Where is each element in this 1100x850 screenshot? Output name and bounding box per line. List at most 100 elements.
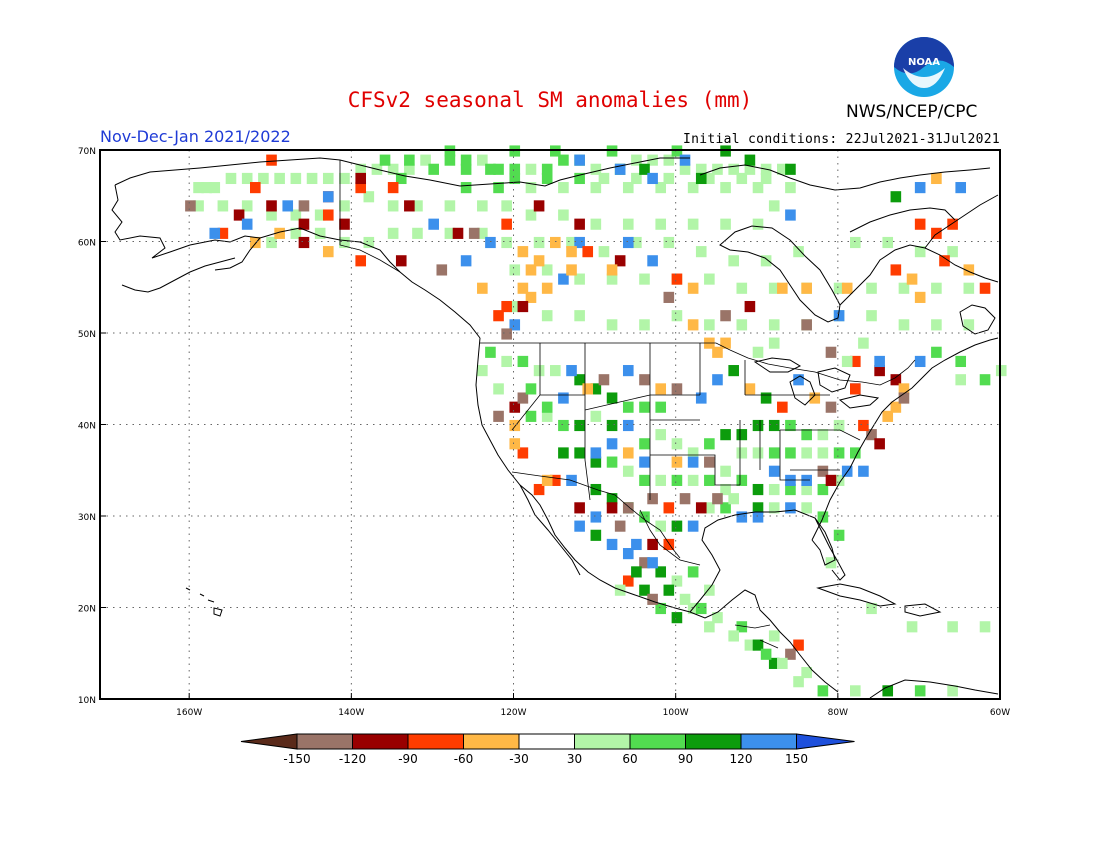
initial-conditions-label: Initial conditions: 22Jul2021-31Jul2021 bbox=[683, 132, 1000, 147]
lon-tick-label: 80W bbox=[828, 708, 848, 718]
anomaly-cell bbox=[655, 520, 667, 532]
lat-tick-label: 40N bbox=[78, 422, 96, 432]
anomaly-cell bbox=[501, 355, 512, 368]
anomaly-cell bbox=[833, 447, 845, 459]
anomaly-cell bbox=[752, 483, 764, 496]
anomaly-cell bbox=[639, 456, 650, 468]
colorbar: -150 -120 -90 -60 -30 30 60 90 120 150 bbox=[240, 733, 855, 766]
anomaly-cell bbox=[801, 483, 812, 496]
anomaly-cell bbox=[290, 172, 302, 185]
anomaly-cell bbox=[541, 172, 553, 185]
anomaly-cell bbox=[833, 529, 845, 541]
anomaly-cell bbox=[655, 474, 667, 486]
anomaly-cell bbox=[622, 401, 634, 413]
anomaly-cell bbox=[614, 520, 626, 532]
anomaly-cell bbox=[720, 310, 731, 322]
anomaly-cell bbox=[833, 474, 845, 486]
colorbar-box bbox=[740, 733, 797, 750]
anomaly-cell bbox=[890, 374, 902, 386]
anomaly-cell bbox=[995, 365, 1007, 377]
anomaly-cell bbox=[355, 172, 367, 185]
anomaly-cell bbox=[793, 676, 804, 688]
anomaly-cell bbox=[631, 538, 642, 551]
coast-us-west bbox=[475, 337, 691, 613]
anomaly-cell bbox=[760, 172, 772, 185]
anomaly-cell bbox=[850, 355, 861, 368]
anomaly-cell bbox=[460, 154, 472, 166]
anomaly-cell bbox=[452, 227, 464, 239]
anomaly-cell bbox=[566, 365, 577, 377]
anomaly-cell bbox=[866, 602, 877, 615]
colorbar-label: -60 bbox=[454, 752, 474, 766]
anomaly-cell bbox=[736, 282, 748, 294]
anomaly-cell bbox=[622, 465, 634, 477]
anomaly-cell bbox=[574, 310, 585, 322]
anomaly-cell bbox=[931, 227, 942, 239]
anomaly-cell bbox=[736, 172, 748, 185]
anomaly-cell bbox=[606, 538, 618, 551]
anomaly-cell bbox=[622, 447, 634, 459]
anomaly-cell bbox=[687, 474, 699, 486]
anomaly-cell bbox=[420, 154, 431, 166]
anomaly-cell bbox=[825, 401, 837, 413]
anomaly-cell bbox=[687, 218, 699, 230]
anomaly-cell bbox=[890, 191, 902, 203]
anomaly-cell bbox=[679, 593, 691, 605]
anomaly-cell bbox=[590, 383, 602, 395]
anomaly-cell bbox=[606, 493, 618, 505]
anomaly-cell bbox=[639, 163, 650, 175]
colorbar-label: 90 bbox=[678, 752, 693, 766]
anomaly-cell bbox=[914, 246, 926, 258]
colorbar-label: 150 bbox=[785, 752, 808, 766]
anomaly-cell bbox=[533, 483, 545, 496]
anomaly-cell bbox=[517, 300, 529, 313]
anomaly-cell bbox=[509, 172, 521, 185]
colorbar-label: -30 bbox=[509, 752, 529, 766]
anomaly-cell bbox=[687, 566, 699, 578]
coast-yucatan bbox=[689, 589, 839, 693]
anomaly-cell bbox=[671, 438, 683, 450]
anomaly-cell bbox=[541, 410, 553, 422]
anomaly-cell bbox=[493, 310, 504, 322]
border-us-canada bbox=[480, 342, 916, 386]
anomaly-cell bbox=[525, 291, 537, 303]
anomaly-cell bbox=[712, 493, 723, 505]
anomaly-cell bbox=[858, 337, 869, 349]
anomaly-cell bbox=[558, 209, 569, 221]
anomaly-cell bbox=[947, 218, 958, 230]
anomaly-cell bbox=[858, 419, 869, 432]
anomaly-cell bbox=[606, 438, 618, 450]
anomaly-cell bbox=[768, 419, 780, 432]
anomaly-cell bbox=[266, 236, 277, 249]
anomaly-cell bbox=[477, 282, 488, 294]
anomaly-cell bbox=[355, 255, 367, 267]
anomaly-cell bbox=[720, 465, 731, 477]
anomaly-cell bbox=[258, 172, 269, 185]
anomaly-cell bbox=[517, 355, 529, 368]
anomaly-cell bbox=[712, 612, 723, 624]
anomaly-cell bbox=[931, 172, 942, 185]
anomaly-cell bbox=[850, 383, 861, 395]
anomaly-cell bbox=[728, 255, 739, 267]
anomaly-cell bbox=[663, 538, 675, 551]
anomaly-cell bbox=[695, 163, 707, 175]
anomaly-cell bbox=[663, 236, 675, 249]
anomaly-cell bbox=[241, 218, 253, 230]
anomaly-cell bbox=[704, 621, 715, 633]
anomaly-cell bbox=[225, 172, 237, 185]
anomaly-cell bbox=[744, 639, 756, 651]
anomaly-cell bbox=[874, 438, 885, 450]
anomaly-cell bbox=[704, 456, 715, 468]
colorbar-arrow-left bbox=[240, 733, 298, 750]
anomaly-cell bbox=[720, 337, 731, 349]
coast-us-east bbox=[811, 337, 999, 541]
anomaly-cell bbox=[801, 502, 812, 514]
anomaly-cell bbox=[914, 218, 926, 230]
anomaly-cell bbox=[679, 493, 691, 505]
anomaly-cell bbox=[768, 502, 780, 514]
lat-tick-label: 60N bbox=[78, 239, 96, 249]
anomaly-cell bbox=[606, 502, 618, 514]
anomaly-cell bbox=[493, 182, 504, 194]
anomaly-cell bbox=[874, 355, 885, 368]
anomaly-cell bbox=[558, 182, 569, 194]
